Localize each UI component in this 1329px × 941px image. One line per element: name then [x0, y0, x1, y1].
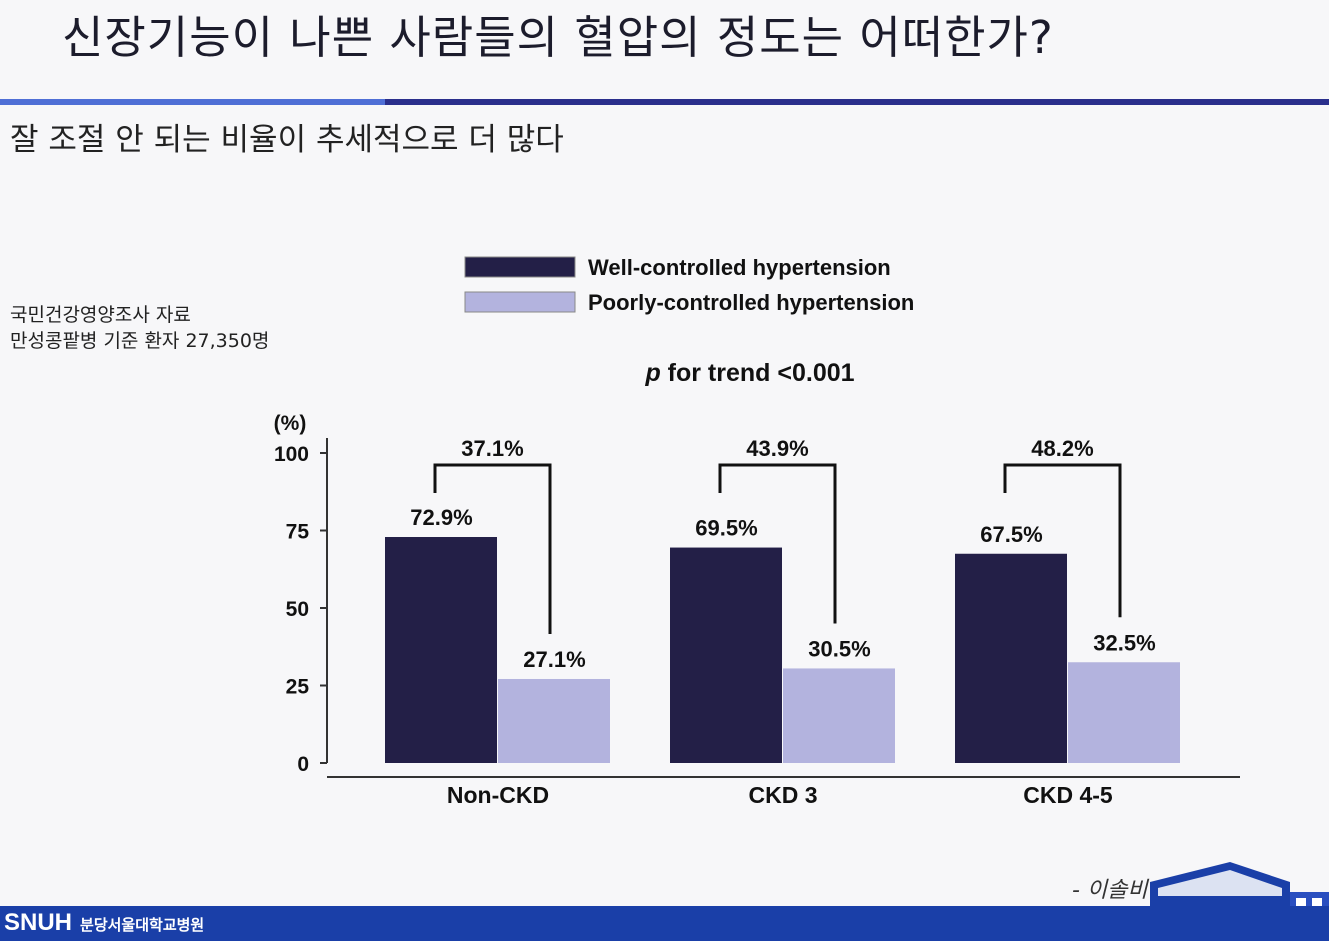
logo-subtext: 분당서울대학교병원	[80, 917, 205, 934]
page-title: 신장기능이 나쁜 사람들의 혈압의 정도는 어떠한가?	[62, 11, 1054, 64]
bar	[670, 547, 782, 763]
x-tick-label: CKD 4-5	[1023, 782, 1113, 808]
y-tick-label: 25	[286, 676, 310, 699]
legend-label: Poorly-controlled hypertension	[588, 290, 914, 315]
page-subtitle: 잘 조절 안 되는 비율이 추세적으로 더 많다	[10, 122, 564, 158]
data-label: 27.1%	[523, 647, 585, 672]
data-label: 32.5%	[1093, 630, 1155, 655]
data-label: 69.5%	[695, 516, 757, 541]
y-tick-label: 50	[286, 598, 309, 621]
data-source-note: 국민건강영양조사 자료 만성콩팥병 기준 환자 27,350명	[10, 302, 269, 354]
bar-chart: 0 25 50 75 100 (%) Well-controlled hypertensio…	[274, 255, 1240, 808]
footer-bar: SNUH 분당서울대학교병원	[0, 906, 1329, 941]
bar	[955, 553, 1067, 763]
bracket-label: 37.1%	[461, 436, 523, 461]
hospital-logo: SNUH 분당서울대학교병원	[4, 908, 204, 941]
x-tick-label: CKD 3	[748, 782, 817, 808]
data-label: 72.9%	[410, 505, 472, 530]
y-tick-label: 75	[286, 521, 310, 544]
bar	[385, 537, 497, 763]
bar	[498, 678, 610, 763]
note-line-1: 국민건강영양조사 자료	[10, 304, 191, 326]
y-tick-label: 0	[297, 753, 309, 776]
y-axis-label: (%)	[274, 412, 307, 435]
logo-text: SNUH	[4, 909, 73, 936]
difference-bracket	[718, 463, 837, 624]
difference-bracket	[1003, 463, 1122, 618]
difference-bracket	[433, 463, 552, 634]
legend-swatch	[464, 256, 576, 278]
legend-label: Well-controlled hypertension	[588, 255, 891, 280]
data-label: 67.5%	[980, 522, 1042, 547]
bar	[783, 668, 895, 763]
data-label: 30.5%	[808, 636, 870, 661]
bracket-label: 48.2%	[1031, 436, 1093, 461]
bar	[1068, 662, 1180, 763]
x-tick-label: Non-CKD	[447, 782, 549, 808]
title-divider	[0, 99, 1329, 105]
y-tick-label: 100	[274, 443, 309, 466]
bracket-label: 43.9%	[746, 436, 808, 461]
chart-title: p for trend <0.001	[644, 359, 854, 387]
note-line-2: 만성콩팥병 기준 환자 27,350명	[10, 330, 270, 352]
legend-swatch	[464, 291, 576, 313]
